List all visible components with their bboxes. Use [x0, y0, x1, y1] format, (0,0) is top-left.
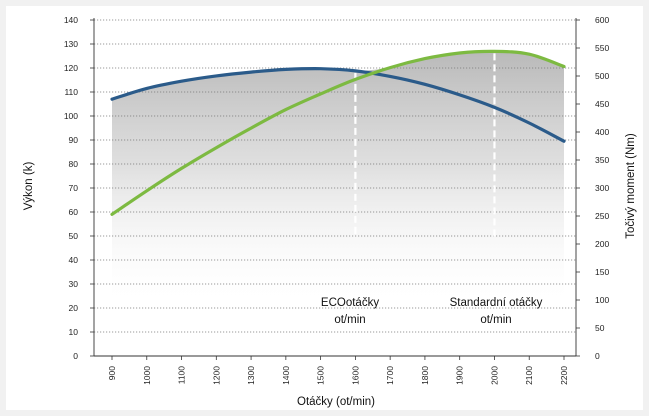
x-tick-label: 1300 — [246, 366, 256, 385]
y-left-tick-label: 60 — [69, 207, 79, 217]
eco-annotation-line1: ECOotáčky — [321, 297, 379, 309]
y-left-tick-label: 30 — [69, 279, 79, 289]
y-right-axis-title: Točivý moment (Nm) — [625, 133, 637, 239]
y-left-tick-label: 90 — [69, 135, 79, 145]
y-right-tick-label: 50 — [595, 323, 605, 333]
y-right-tick-label: 150 — [595, 267, 609, 277]
y-left-tick-label: 10 — [69, 327, 79, 337]
y-right-tick-label: 500 — [595, 71, 609, 81]
y-left-tick-label: 140 — [64, 15, 78, 25]
x-tick-label: 900 — [107, 366, 117, 380]
y-left-tick-label: 20 — [69, 303, 79, 313]
x-tick-label: 1100 — [177, 366, 187, 385]
y-left-tick-label: 50 — [69, 231, 79, 241]
x-tick-label: 2100 — [524, 366, 534, 385]
y-left-tick-label: 70 — [69, 183, 79, 193]
y-right-tick-label: 250 — [595, 211, 609, 221]
x-tick-label: 1700 — [385, 366, 395, 385]
x-tick-label: 1400 — [281, 366, 291, 385]
x-axis-title: Otáčky (ot/min) — [297, 396, 375, 408]
x-tick-label: 1600 — [350, 366, 360, 385]
shaded-area — [112, 51, 564, 309]
y-right-tick-label: 0 — [595, 351, 600, 361]
y-right-tick-label: 450 — [595, 99, 609, 109]
y-left-tick-label: 130 — [64, 39, 78, 49]
power-series-line — [110, 67, 566, 143]
y-left-tick-label: 40 — [69, 255, 79, 265]
torque-series-line — [110, 49, 566, 216]
y-left-tick-label: 0 — [73, 351, 78, 361]
y-left-tick-label: 80 — [69, 159, 79, 169]
y-right-tick-label: 350 — [595, 155, 609, 165]
x-tick-label: 1200 — [211, 366, 221, 385]
standard-annotation-line1: Standardní otáčky — [450, 297, 543, 309]
y-left-tick-label: 120 — [64, 63, 78, 73]
x-tick-label: 1500 — [316, 366, 326, 385]
torque-power-chart: 0102030405060708090100110120130140050100… — [23, 15, 637, 408]
y-right-tick-label: 100 — [595, 295, 609, 305]
eco-annotation-line2: ot/min — [334, 314, 365, 326]
standard-annotation-line2: ot/min — [480, 314, 511, 326]
y-left-tick-label: 110 — [64, 87, 78, 97]
x-tick-label: 2200 — [559, 366, 569, 385]
x-tick-label: 1800 — [420, 366, 430, 385]
y-right-tick-label: 300 — [595, 183, 609, 193]
y-right-tick-label: 600 — [595, 15, 609, 25]
y-right-tick-label: 550 — [595, 43, 609, 53]
x-tick-label: 2000 — [490, 366, 500, 385]
y-left-tick-label: 100 — [64, 111, 78, 121]
y-left-axis-title: Výkon (k) — [23, 162, 35, 211]
x-tick-label: 1000 — [142, 366, 152, 385]
chart-frame: 0 10 20 30 40 50 60 70 80 90 100 110 120 130 140 0 50 100… — [6, 6, 643, 410]
y-right-tick-label: 200 — [595, 239, 609, 249]
y-right-tick-label: 400 — [595, 127, 609, 137]
x-tick-label: 1900 — [455, 366, 465, 385]
